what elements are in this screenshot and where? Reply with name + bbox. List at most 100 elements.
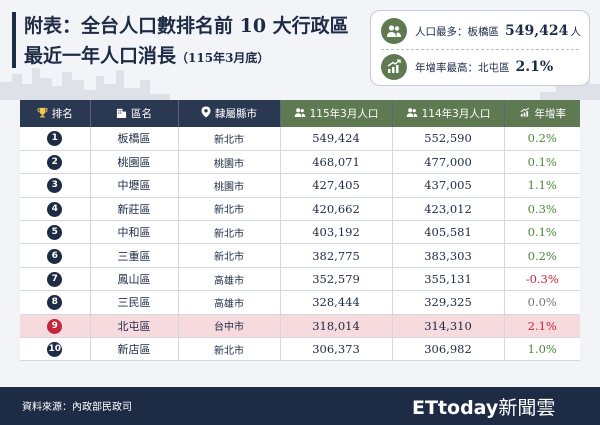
pop115-cell: 306,373 [280,337,393,362]
pop115-cell: 382,775 [280,243,393,268]
pop115-cell: 468,071 [280,150,393,175]
pop114-cell: 552,590 [392,127,505,151]
rate-cell: 1.0% [504,337,580,362]
rate-cell: 1.1% [504,173,580,198]
pop114-cell: 405,581 [392,220,505,245]
rank-cell: 8 [20,290,91,315]
summary-highest-growth: 年增率最高：北屯區 2.1% [381,53,553,81]
rate-cell: 0.2% [504,243,580,268]
page-subtitle-main: 最近一年人口消長 [24,45,177,67]
district-cell: 中和區 [90,220,179,245]
rank-badge: 9 [47,318,63,334]
summary-most-population-unit: 人 [570,25,581,38]
county-cell: 台中市 [178,314,281,339]
header: 附表：全台人口數排名前 10 大行政區 最近一年人口消長（115年3月底） 人口… [0,0,600,100]
county-cell: 桃園市 [178,150,281,175]
pop115-cell: 427,405 [280,173,393,198]
district-cell: 桃園區 [90,150,179,175]
summary-divider [381,49,579,50]
summary-most-population-value: 549,424 [505,23,569,39]
table-row: 1 板橋區 新北市 549,424 552,590 0.2% [20,127,580,151]
table-body: 1 板橋區 新北市 549,424 552,590 0.2% 2 桃園區 桃園市 468,071 4… [20,127,580,362]
rate-cell: 2.1% [504,314,580,339]
county-cell: 新北市 [178,220,281,245]
logo-suffix: 新聞雲 [498,397,556,419]
district-cell: 三重區 [90,243,179,268]
rate-cell: 0.0% [504,290,580,315]
pop114-cell: 306,982 [392,337,505,362]
rate-cell: 0.3% [504,197,580,222]
summary-most-population: 人口最多：板橋區 549,424 人 [381,17,581,45]
table-row: 8 三民區 高雄市 328,444 329,325 0.0% [20,290,580,315]
rank-cell: 7 [20,267,91,292]
table-row: 7 鳳山區 高雄市 352,579 355,131 -0.3% [20,267,580,292]
rank-badge: 3 [47,178,63,194]
summary-highest-growth-value: 2.1% [515,59,554,75]
district-cell: 鳳山區 [90,267,179,292]
rank-badge: 2 [47,155,63,171]
district-cell: 新莊區 [90,197,179,222]
district-cell: 三民區 [90,290,179,315]
pop114-cell: 355,131 [392,267,505,292]
page-title: 附表：全台人口數排名前 10 大行政區 [24,15,349,37]
district-cell: 板橋區 [90,127,179,151]
rank-cell: 1 [20,127,91,151]
footer: 資料來源：內政部民政司 ETtoday新聞雲 [0,387,600,425]
logo-prefix: ETtoday [412,397,499,419]
table-row: 10 新店區 新北市 306,373 306,982 1.0% [20,337,580,362]
data-source: 資料來源：內政部民政司 [22,402,132,413]
rate-cell: -0.3% [504,267,580,292]
growth-chart-icon [519,107,531,121]
county-cell: 新北市 [178,337,281,362]
county-cell: 桃園市 [178,173,281,198]
rank-badge: 6 [47,248,63,264]
district-cell: 新店區 [90,337,179,362]
people-icon [406,107,418,121]
pop114-cell: 423,012 [392,197,505,222]
district-cell: 北屯區 [90,314,179,339]
county-cell: 高雄市 [178,290,281,315]
rate-cell: 0.1% [504,220,580,245]
growth-chart-icon [381,54,407,80]
page-subtitle-date: （115年3月底） [176,51,270,65]
table-row: 9 北屯區 台中市 318,014 314,310 2.1% [20,314,580,339]
pop114-cell: 477,000 [392,150,505,175]
header-rank: 排名 [20,100,91,127]
rank-cell: 10 [20,337,91,362]
header-rank-label: 排名 [51,108,73,120]
table-row: 4 新莊區 新北市 420,662 423,012 0.3% [20,197,580,222]
pop115-cell: 420,662 [280,197,393,222]
rank-cell: 9 [20,314,91,339]
district-cell: 中壢區 [90,173,179,198]
pop114-cell: 314,310 [392,314,505,339]
rank-cell: 5 [20,220,91,245]
header-rate-label: 年增率 [534,108,567,120]
rank-badge: 10 [47,342,63,358]
header-pop114-label: 114年3月人口 [421,108,491,120]
rank-badge: 7 [47,272,63,288]
county-cell: 新北市 [178,127,281,151]
pop115-cell: 549,424 [280,127,393,151]
rank-badge: 8 [47,295,63,311]
ranking-table: 排名 區名 隸屬縣市 115年3月人口 114年3月人口 年增率 1 板橋區 新北市… [20,100,580,362]
rank-cell: 3 [20,173,91,198]
pop115-cell: 352,579 [280,267,393,292]
header-pop115: 115年3月人口 [280,100,393,127]
rank-badge: 4 [47,201,63,217]
rank-badge: 5 [47,225,63,241]
pop115-cell: 318,014 [280,314,393,339]
table-row: 5 中和區 新北市 403,192 405,581 0.1% [20,220,580,245]
header-pop115-label: 115年3月人口 [309,108,379,120]
location-pin-icon [201,106,211,121]
header-district-label: 區名 [131,108,152,120]
summary-most-population-label: 人口最多：板橋區 [415,25,499,38]
table-row: 6 三重區 新北市 382,775 383,303 0.2% [20,243,580,268]
header-district: 區名 [90,100,179,127]
county-cell: 新北市 [178,243,281,268]
table-row: 2 桃園區 桃園市 468,071 477,000 0.1% [20,150,580,175]
rate-cell: 0.2% [504,127,580,151]
county-cell: 新北市 [178,197,281,222]
people-icon [294,107,306,121]
header-pop114: 114年3月人口 [392,100,505,127]
ettoday-logo: ETtoday新聞雲 [412,393,555,420]
